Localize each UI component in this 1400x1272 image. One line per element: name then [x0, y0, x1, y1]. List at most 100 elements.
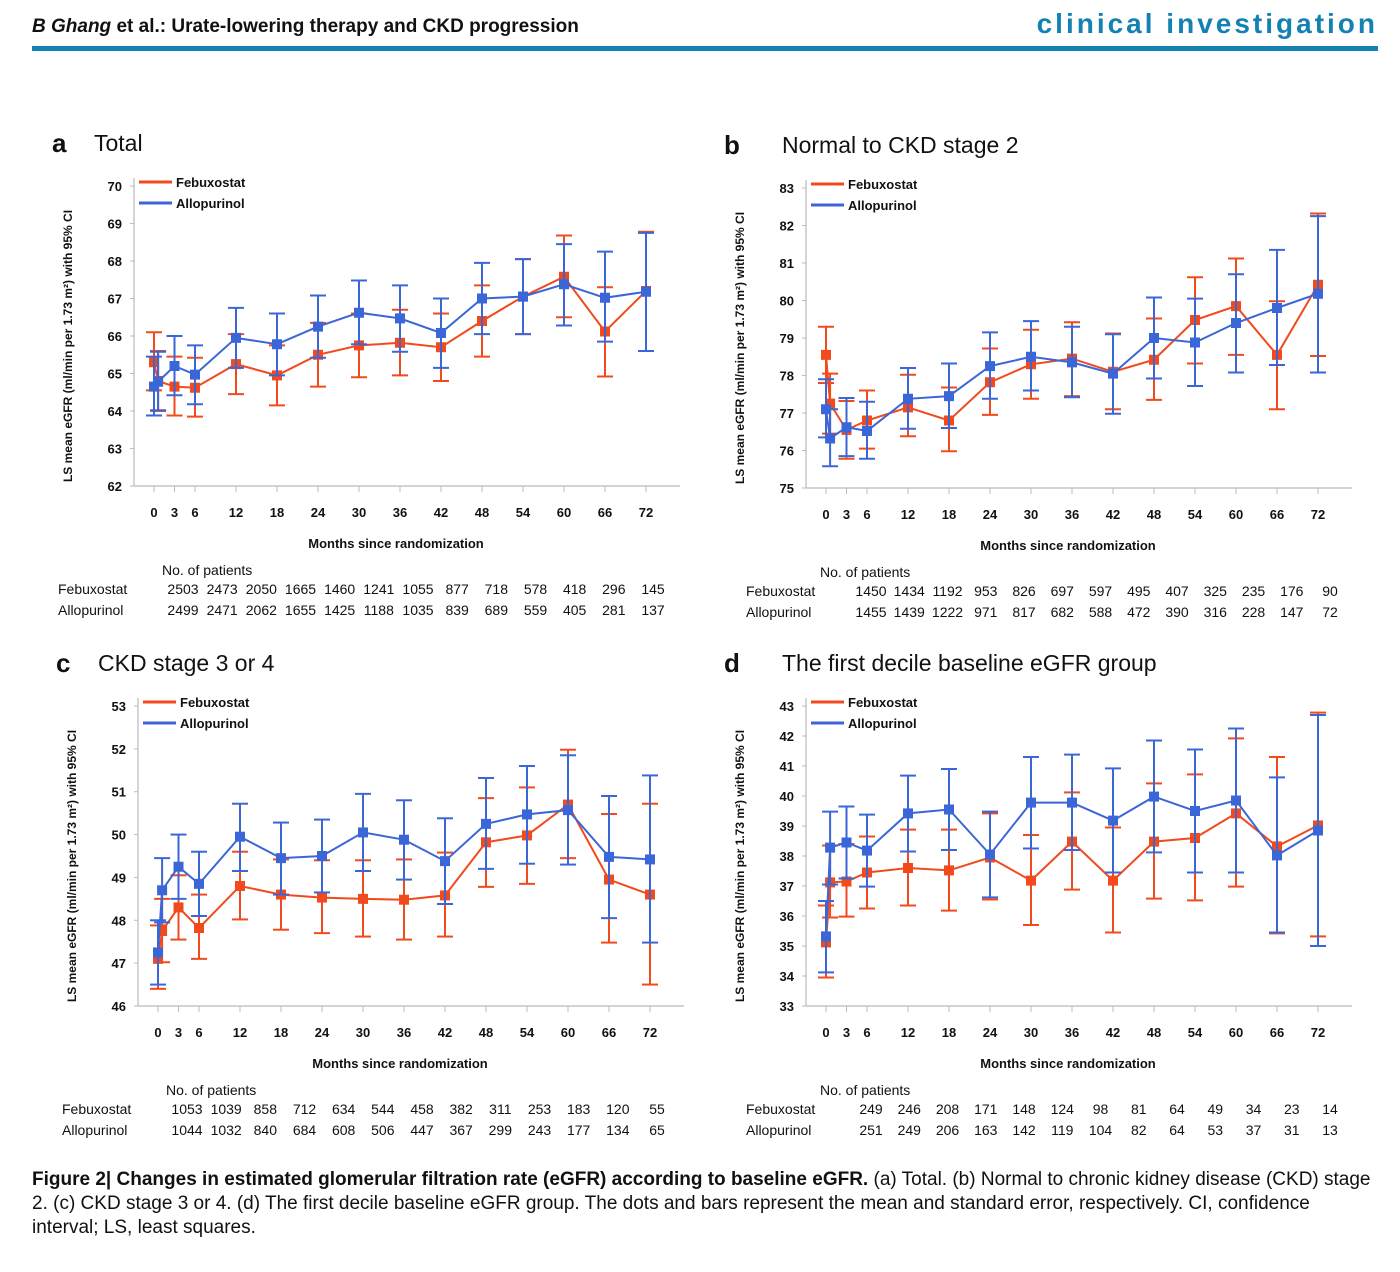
x-tick-label: 54	[520, 1025, 535, 1040]
patients-count: 14	[1322, 1101, 1338, 1117]
data-point	[522, 809, 532, 820]
patients-count: 311	[489, 1101, 512, 1117]
data-point	[821, 349, 831, 360]
patients-count: 137	[641, 602, 665, 618]
x-tick-label: 6	[191, 505, 198, 520]
panel-d: d The first decile baseline eGFR group L…	[724, 648, 1384, 1148]
patients-count: 597	[1088, 583, 1113, 599]
patients-count: 90	[1322, 583, 1338, 599]
patients-count: 697	[1050, 583, 1074, 599]
patients-count: 472	[1127, 604, 1151, 620]
patients-count: 817	[1012, 604, 1036, 620]
x-tick-label: 72	[639, 505, 653, 520]
patients-table: No. of patients Febuxostat 1450 1434 1192 953…	[724, 564, 1384, 634]
caption-title: Changes in estimated glomerular filtrati…	[116, 1169, 869, 1190]
patients-count: 608	[331, 1122, 356, 1138]
y-tick-label: 34	[780, 969, 795, 984]
y-tick-label: 70	[108, 179, 122, 194]
patients-count: 176	[1280, 583, 1304, 599]
y-tick-label: 75	[780, 481, 794, 496]
patients-row-allopurinol: Allopurinol 1044 1032 840 684 608 506 447 367 299…	[56, 1122, 716, 1142]
data-point	[1067, 797, 1077, 808]
y-tick-label: 39	[780, 819, 794, 834]
patients-count: 31	[1283, 1122, 1300, 1138]
patients-count: 246	[897, 1101, 921, 1117]
panel-title: The first decile baseline eGFR group	[782, 650, 1157, 676]
patients-row-febuxostat: Febuxostat 1053 1039 858 712 634 544 458 382 311 2…	[56, 1101, 716, 1121]
patients-table: No. of patients Febuxostat 1053 1039 858 712 6…	[56, 1082, 716, 1152]
legend-label-febuxostat: Febuxostat	[848, 177, 918, 192]
x-axis-label: Months since randomization	[312, 1056, 488, 1071]
x-tick-label: 3	[171, 505, 178, 520]
patients-count: 171	[974, 1101, 998, 1117]
y-axis-label: LS mean eGFR (ml/min per 1.73 m²) with 9…	[61, 210, 75, 482]
patients-count: 2503	[167, 581, 199, 597]
patients-count: 325	[1203, 583, 1227, 599]
x-tick-label: 66	[598, 505, 612, 520]
patients-row-label: Febuxostat	[746, 583, 816, 599]
y-tick-label: 49	[112, 870, 126, 885]
data-point	[903, 863, 913, 873]
patients-count: 506	[371, 1122, 395, 1138]
x-tick-label: 60	[1229, 1025, 1243, 1040]
patients-count: 458	[410, 1101, 434, 1117]
x-tick-label: 48	[479, 1025, 493, 1040]
patients-count: 82	[1130, 1122, 1147, 1138]
data-point	[903, 808, 913, 819]
data-point	[862, 845, 872, 856]
patients-count: 1439	[893, 604, 925, 620]
patients-count: 316	[1203, 604, 1227, 620]
data-point	[317, 851, 327, 861]
data-point	[841, 837, 852, 848]
y-tick-label: 52	[112, 742, 126, 757]
y-tick-label: 46	[112, 999, 126, 1014]
patients-row-label: Febuxostat	[746, 1101, 816, 1117]
x-tick-label: 60	[561, 1025, 575, 1040]
patients-count: 682	[1050, 604, 1074, 620]
data-point	[481, 818, 491, 829]
data-point	[399, 894, 409, 905]
data-point	[173, 902, 184, 913]
data-point	[862, 426, 872, 436]
patients-count: 953	[974, 583, 998, 599]
data-point	[1272, 303, 1282, 313]
y-tick-label: 48	[112, 913, 126, 928]
patients-count: 206	[935, 1122, 960, 1138]
patients-count: 2471	[206, 602, 238, 618]
data-point	[395, 313, 405, 324]
data-point	[1108, 368, 1118, 379]
data-point	[354, 340, 364, 351]
patients-count: 559	[523, 602, 548, 618]
data-point	[1190, 337, 1200, 348]
data-point	[1108, 815, 1118, 826]
panel-title: Total	[94, 130, 143, 156]
data-point	[841, 422, 852, 433]
data-point	[985, 361, 995, 372]
y-axis-label: LS mean eGFR (ml/min per 1.73 m²) with 9…	[65, 730, 79, 1002]
patients-count: 1460	[324, 581, 356, 597]
x-tick-label: 60	[1229, 507, 1243, 522]
x-axis-label: Months since randomization	[980, 538, 1156, 553]
data-point	[235, 881, 245, 891]
patients-count: 684	[292, 1122, 317, 1138]
patients-count: 243	[527, 1122, 552, 1138]
patients-row-allopurinol: Allopurinol 251 249 206 163 142 119 104 82 64 53 37…	[724, 1122, 1384, 1142]
y-tick-label: 68	[108, 254, 122, 269]
patients-count: 177	[566, 1122, 591, 1138]
x-tick-label: 42	[434, 505, 448, 520]
data-point	[1313, 825, 1323, 836]
x-tick-label: 18	[942, 1025, 956, 1040]
patients-count: 1241	[363, 581, 395, 597]
patients-count: 2050	[245, 581, 277, 597]
data-point	[194, 878, 204, 889]
y-tick-label: 53	[112, 699, 126, 714]
x-tick-label: 3	[175, 1025, 182, 1040]
chart-svg: LS mean eGFR (ml/min per 1.73 m²) with 9…	[733, 695, 1352, 1071]
data-point	[354, 307, 364, 318]
data-point	[944, 804, 954, 815]
x-tick-label: 30	[352, 505, 366, 520]
patients-row-label: Allopurinol	[746, 604, 812, 620]
data-point	[1108, 875, 1118, 886]
data-point	[944, 865, 954, 876]
x-tick-label: 42	[1106, 1025, 1120, 1040]
